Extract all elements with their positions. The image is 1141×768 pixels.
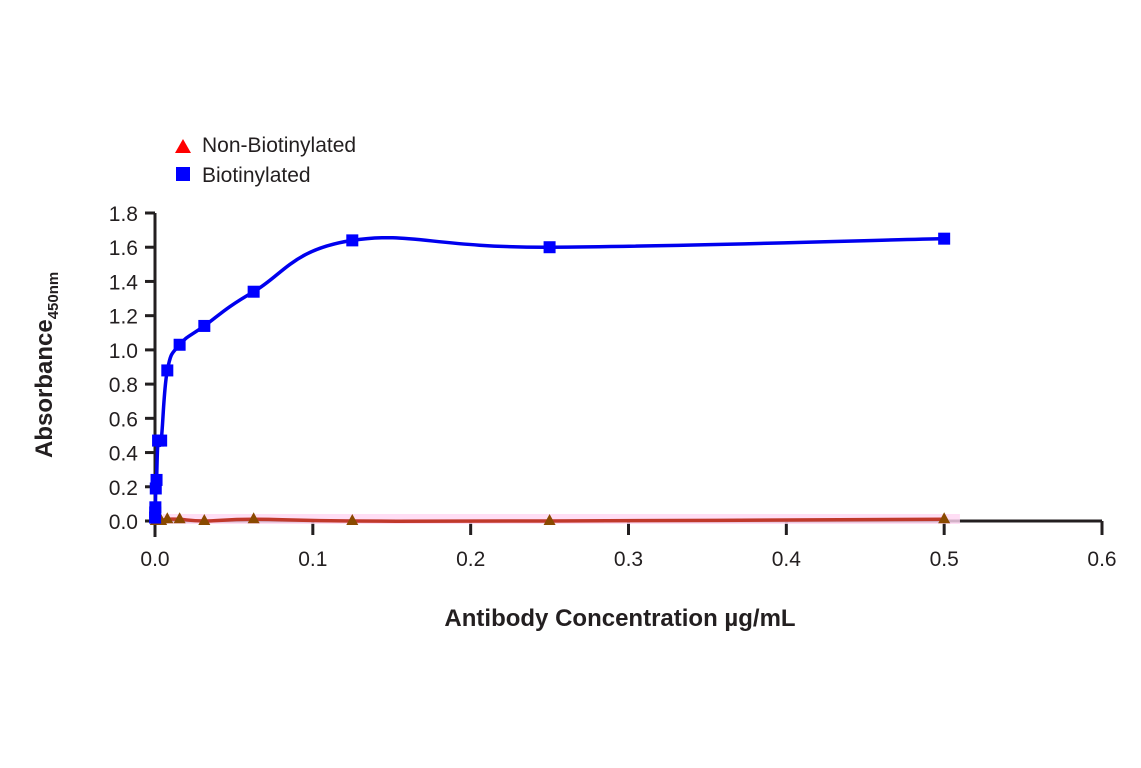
y-tick-label: 0.8	[109, 374, 138, 397]
y-tick-label: 1.2	[109, 306, 138, 329]
data-point-square	[150, 473, 163, 486]
y-tick-label: 0.2	[109, 477, 138, 500]
series-biotinylated	[149, 232, 951, 524]
series-layer	[149, 232, 960, 525]
y-tick-label: 1.4	[109, 271, 139, 294]
data-point-triangle	[173, 512, 186, 524]
data-point-square	[155, 434, 168, 447]
series-non-biotinylated	[149, 512, 960, 525]
y-tick-label: 0.6	[109, 408, 138, 431]
y-axis-title: Absorbance450nm	[31, 272, 62, 458]
x-tick-label: 0.2	[456, 548, 485, 571]
y-tick-label: 0.4	[109, 443, 139, 466]
data-point-square	[938, 232, 951, 245]
data-point-square	[247, 285, 260, 298]
x-axis: 0.0 0.1 0.2 0.3 0.4 0.5 0.6	[140, 519, 1117, 571]
data-point-triangle	[198, 514, 211, 525]
data-point-square	[149, 501, 162, 514]
legend-label: Biotinylated	[202, 164, 311, 187]
data-point-square	[173, 338, 186, 351]
y-tick-label: 0.0	[109, 511, 138, 534]
data-point-triangle	[543, 514, 556, 525]
square-marker-icon	[176, 167, 190, 181]
x-axis-title: Antibody Concentration µg/mL	[444, 605, 795, 632]
x-tick-label: 0.4	[772, 548, 802, 571]
y-tick-label: 1.8	[109, 203, 138, 226]
legend-item-biotinylated: Biotinylated	[176, 164, 311, 187]
legend-item-non-biotinylated: Non-Biotinylated	[175, 134, 356, 157]
x-tick-label: 0.3	[614, 548, 643, 571]
x-tick-label: 0.6	[1087, 548, 1116, 571]
data-point-triangle	[346, 514, 359, 525]
svg-text:Absorbance450nm: Absorbance450nm	[31, 272, 62, 458]
data-point-triangle	[247, 512, 260, 524]
data-point-square	[346, 234, 359, 247]
x-tick-label: 0.5	[930, 548, 959, 571]
legend: Non-Biotinylated Biotinylated	[175, 134, 356, 187]
data-point-triangle	[161, 512, 174, 524]
y-axis-title-main: Absorbance	[31, 319, 58, 458]
data-point-square	[543, 241, 556, 254]
x-tick-label: 0.0	[140, 548, 169, 571]
y-tick-label: 1.6	[109, 237, 138, 260]
y-tick-label: 1.0	[109, 340, 138, 363]
data-point-square	[198, 319, 211, 332]
x-tick-label: 0.1	[298, 548, 327, 571]
legend-label: Non-Biotinylated	[202, 134, 356, 157]
y-axis: 0.0 0.2 0.4 0.6 0.8 1.0 1.2 1.4 1.6 1.8	[109, 203, 157, 537]
triangle-marker-icon	[175, 139, 191, 153]
y-axis-title-subscript: 450nm	[45, 272, 62, 320]
data-point-square	[161, 364, 174, 377]
data-point-triangle	[938, 512, 951, 524]
